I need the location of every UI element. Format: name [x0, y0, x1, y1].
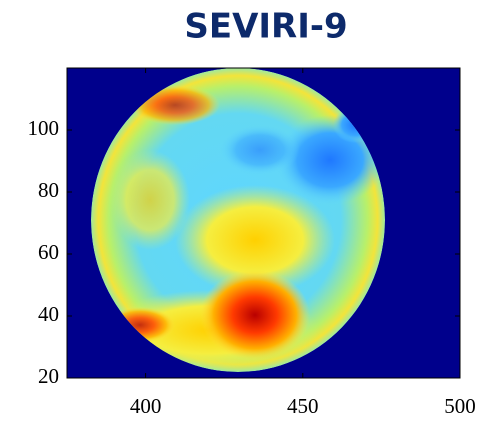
y-tick-label: 80: [38, 178, 59, 202]
chart-title: SEVIRI-9: [184, 7, 347, 47]
x-tick-label: 450: [287, 394, 319, 418]
image: [91, 68, 385, 372]
y-tick-label: 40: [38, 302, 59, 326]
y-tick-label: 60: [38, 240, 59, 264]
x-tick-label: 400: [130, 394, 162, 418]
y-tick-label: 20: [38, 364, 59, 388]
y-tick-label: 100: [28, 116, 60, 140]
plot-area: [67, 68, 460, 378]
chart: SEVIRI-9 400 450 500 20 40 60 80 100: [0, 0, 481, 421]
x-tick-label: 500: [444, 394, 476, 418]
